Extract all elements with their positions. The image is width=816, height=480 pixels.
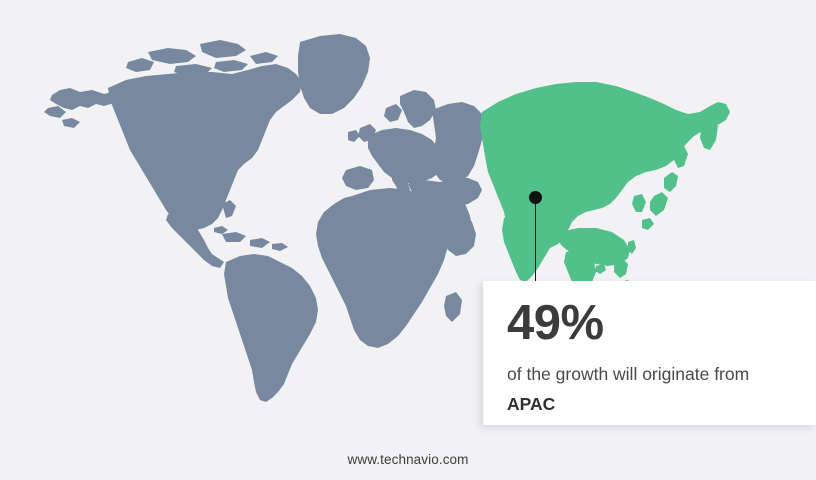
leader-line <box>535 197 536 283</box>
callout-description-prefix: of the growth will originate from <box>507 363 750 384</box>
map-region-rest-of-world <box>44 34 484 402</box>
callout-description: of the growth will originate from APAC <box>507 359 785 419</box>
world-map-svg <box>44 34 730 402</box>
footer-source: www.technavio.com <box>347 452 469 467</box>
callout-region-label: APAC <box>507 394 556 415</box>
map-marker-dot <box>529 191 542 204</box>
callout-card: 49% of the growth will originate from AP… <box>483 281 816 425</box>
world-map <box>44 34 730 402</box>
callout-value: 49% <box>507 296 604 350</box>
